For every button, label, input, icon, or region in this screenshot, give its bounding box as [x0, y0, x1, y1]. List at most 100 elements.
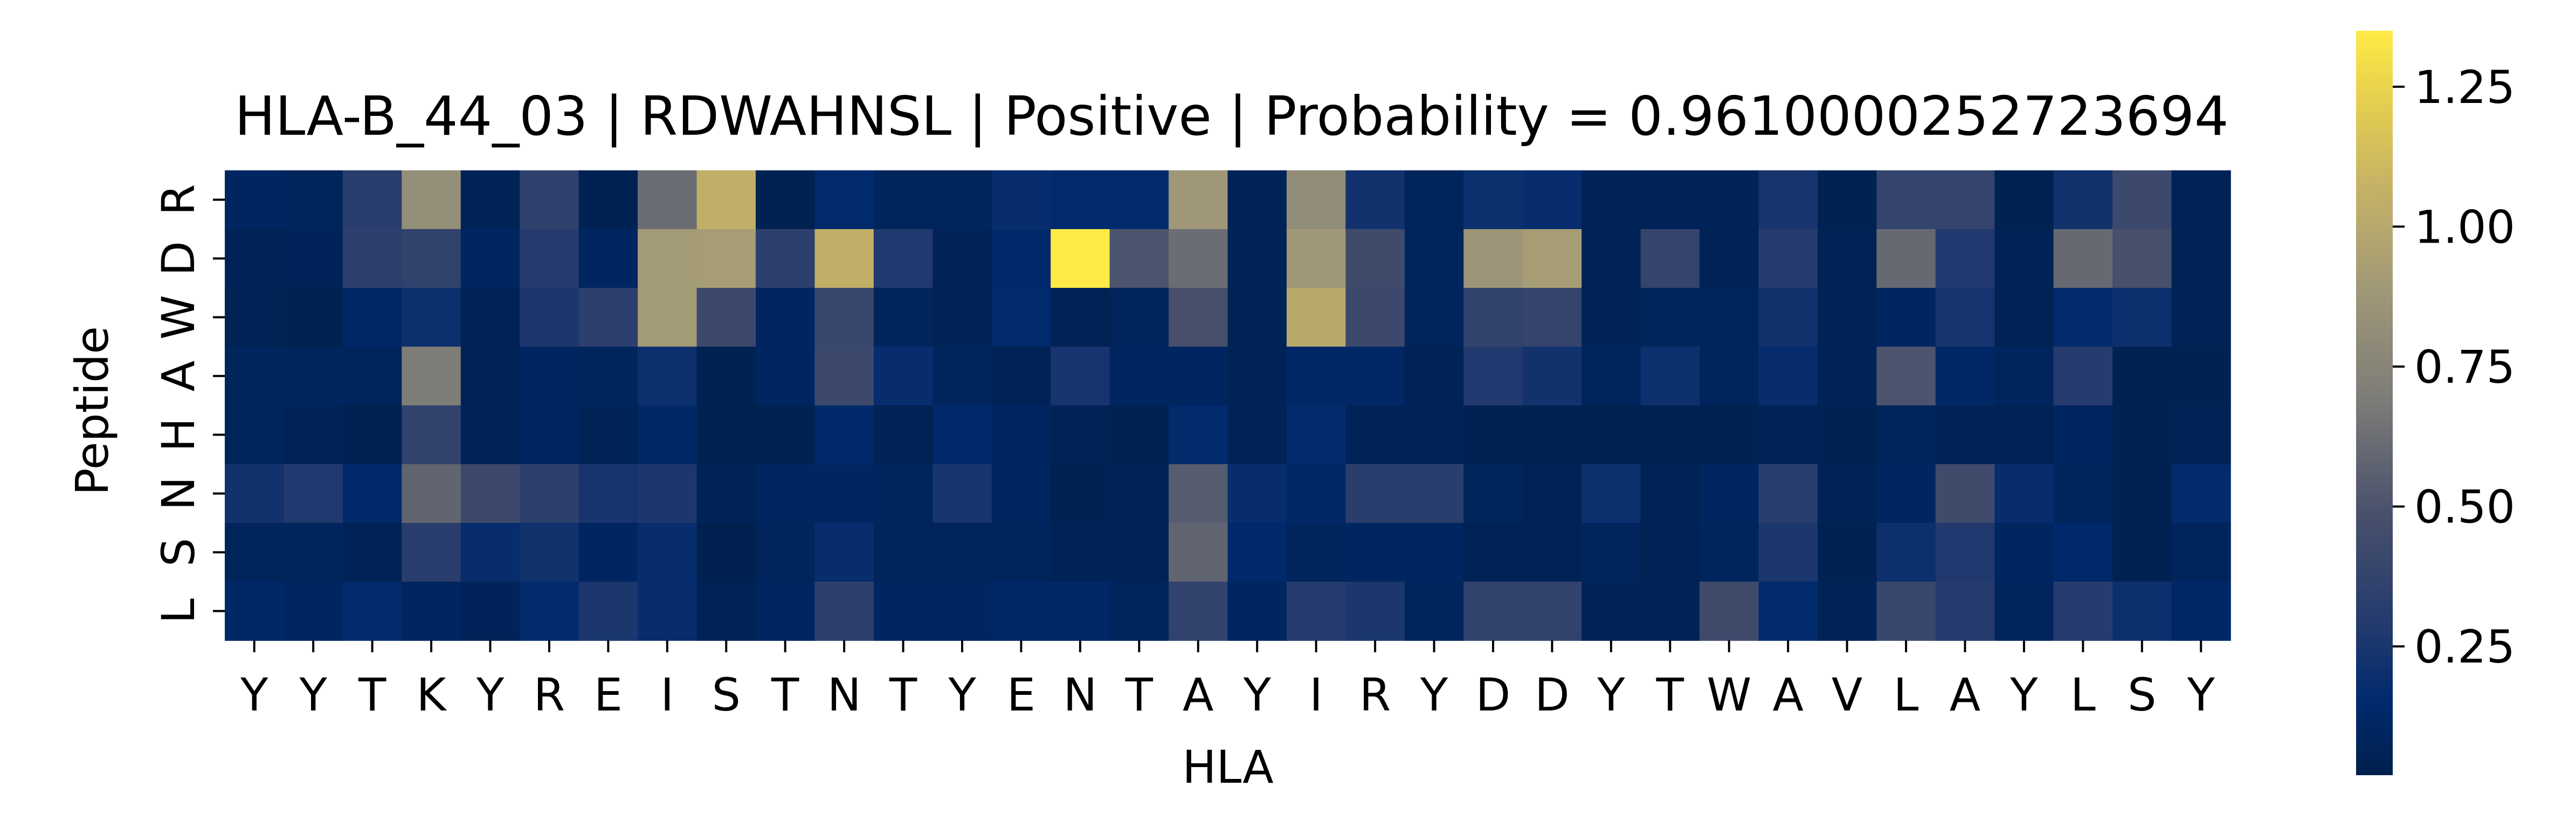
heatmap-cell	[1051, 464, 1110, 523]
heatmap-cell	[991, 582, 1051, 641]
heatmap-cell	[2053, 170, 2113, 230]
y-tick-labels: RDWAHNS L	[152, 184, 225, 624]
heatmap-cell	[1109, 288, 1169, 347]
heatmap-cell	[284, 229, 343, 288]
x-tick-label: S	[712, 668, 741, 721]
heatmap-cell	[1700, 170, 1759, 230]
x-tick-label: K	[416, 668, 447, 721]
heatmap-cell	[1581, 523, 1641, 582]
x-tick-label: A	[1183, 668, 1213, 721]
heatmap-cell	[1522, 229, 1582, 288]
x-tick-label: V	[1832, 668, 1862, 721]
heatmap-cell	[1935, 288, 1995, 347]
heatmap-cell	[1994, 523, 2054, 582]
heatmap-cell	[1994, 170, 2054, 230]
heatmap-cell	[696, 405, 756, 465]
heatmap-cell	[342, 582, 403, 641]
heatmap-cell	[1876, 288, 1936, 347]
heatmap-cell	[1700, 464, 1759, 523]
heatmap-cell	[342, 229, 403, 288]
heatmap-cell	[402, 405, 461, 465]
heatmap-cell	[638, 523, 697, 582]
heatmap-cell	[933, 405, 992, 465]
heatmap-cell	[1109, 170, 1169, 230]
heatmap-cell	[933, 582, 992, 641]
x-tick-label: Y	[299, 668, 328, 721]
heatmap-cell	[696, 347, 756, 406]
heatmap-cell	[460, 170, 520, 230]
heatmap-cell	[1640, 170, 1700, 230]
heatmap-cell	[225, 229, 285, 288]
heatmap-cell	[1994, 405, 2054, 465]
heatmap-cell	[342, 347, 403, 406]
heatmap-cell	[1463, 170, 1523, 230]
heatmap-cell	[638, 405, 697, 465]
heatmap-cell	[1051, 405, 1110, 465]
heatmap-cell	[1817, 523, 1877, 582]
heatmap-cell	[520, 288, 579, 347]
x-tick-label: I	[1309, 668, 1323, 721]
heatmap-cell	[1051, 288, 1110, 347]
heatmap-cell	[1876, 582, 1936, 641]
heatmap-cell	[520, 405, 579, 465]
heatmap-cell	[1640, 288, 1700, 347]
heatmap-cell	[2171, 347, 2231, 406]
heatmap-cell	[520, 229, 579, 288]
heatmap-cell	[1404, 582, 1465, 641]
y-tick-label: N	[152, 477, 205, 510]
heatmap-cell	[2112, 347, 2172, 406]
heatmap-cell	[1640, 582, 1700, 641]
x-tick-label: Y	[240, 668, 268, 721]
heatmap-cells	[225, 170, 2231, 641]
heatmap-cell	[1169, 229, 1228, 288]
heatmap-cell	[1935, 523, 1995, 582]
heatmap-cell	[1345, 229, 1405, 288]
heatmap-cell	[1758, 582, 1818, 641]
x-tick-label: T	[1125, 668, 1154, 721]
heatmap-cell	[873, 582, 934, 641]
heatmap-cell	[873, 347, 934, 406]
heatmap-cell	[578, 170, 638, 230]
heatmap-cell	[1345, 405, 1405, 465]
heatmap-cell	[638, 288, 697, 347]
x-tick-label: T	[889, 668, 917, 721]
heatmap-cell	[2053, 405, 2113, 465]
heatmap-cell	[225, 523, 285, 582]
heatmap-cell	[1463, 464, 1523, 523]
heatmap-cell	[1758, 288, 1818, 347]
heatmap-cell	[1994, 347, 2054, 406]
y-tick-label: D	[152, 241, 205, 276]
heatmap-cell	[696, 464, 756, 523]
heatmap-cell	[2112, 170, 2172, 230]
heatmap-cell	[225, 288, 285, 347]
heatmap-cell	[696, 523, 756, 582]
heatmap-cell	[225, 405, 285, 465]
heatmap-cell	[1286, 229, 1346, 288]
heatmap-cell	[1227, 288, 1287, 347]
x-tick-label: D	[1476, 668, 1511, 721]
heatmap-cell	[1817, 464, 1877, 523]
x-tick-label: Y	[2009, 668, 2038, 721]
y-tick-label: H	[152, 418, 205, 452]
heatmap-cell	[1463, 229, 1523, 288]
heatmap-cell	[1404, 347, 1465, 406]
x-tick-label: E	[1007, 668, 1035, 721]
heatmap-cell	[284, 523, 343, 582]
heatmap-cell	[1169, 464, 1228, 523]
heatmap-cell	[638, 229, 697, 288]
heatmap-cell	[1522, 347, 1582, 406]
heatmap-cell	[1935, 582, 1995, 641]
x-tick-label: S	[2128, 668, 2156, 721]
heatmap-cell	[1051, 229, 1110, 288]
y-tick-label: W	[152, 295, 205, 340]
heatmap-cell	[284, 170, 343, 230]
heatmap-cell	[578, 405, 638, 465]
heatmap-cell	[1817, 170, 1877, 230]
heatmap-cell	[814, 347, 874, 406]
heatmap-cell	[1169, 288, 1228, 347]
heatmap-cell	[933, 464, 992, 523]
heatmap-cell	[1109, 582, 1169, 641]
heatmap-cell	[1345, 523, 1405, 582]
colorbar-tick-label: 0.75	[2414, 341, 2515, 394]
heatmap-cell	[1935, 170, 1995, 230]
